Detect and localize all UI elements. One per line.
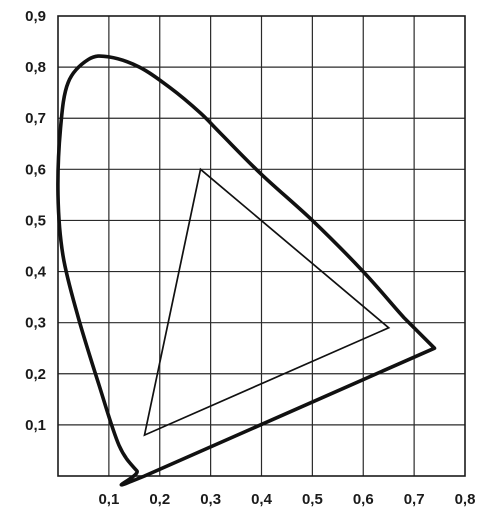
x-tick-label: 0,4 (251, 491, 273, 508)
x-tick-label: 0,7 (404, 491, 425, 508)
series-group (56, 54, 437, 487)
spectral-locus-outline (56, 54, 437, 487)
x-tick-label: 0,3 (200, 491, 221, 508)
y-tick-labels: 0,1 0,2 0,3 0,4 0,5 0,6 0,7 0,8 0,9 (25, 8, 47, 434)
x-tick-label: 0,1 (98, 491, 119, 508)
y-tick-label: 0,3 (25, 315, 46, 332)
x-tick-label: 0,6 (353, 491, 374, 508)
x-tick-label: 0,5 (302, 491, 323, 508)
y-tick-label: 0,5 (25, 212, 46, 229)
y-tick-label: 0,7 (25, 110, 46, 127)
y-tick-label: 0,9 (25, 8, 46, 25)
y-tick-label: 0,1 (25, 417, 46, 434)
y-tick-label: 0,2 (25, 366, 46, 383)
gamut-triangle-outline (143, 167, 391, 437)
grid-lines (58, 16, 465, 476)
x-tick-label: 0,2 (149, 491, 170, 508)
y-tick-label: 0,8 (25, 59, 46, 76)
plot-frame (57, 15, 466, 477)
y-tick-label: 0,6 (25, 161, 46, 178)
x-tick-labels: 0,1 0,2 0,3 0,4 0,5 0,6 0,7 0,8 (98, 491, 475, 508)
y-tick-label: 0,4 (25, 264, 47, 281)
x-tick-label: 0,8 (455, 491, 476, 508)
